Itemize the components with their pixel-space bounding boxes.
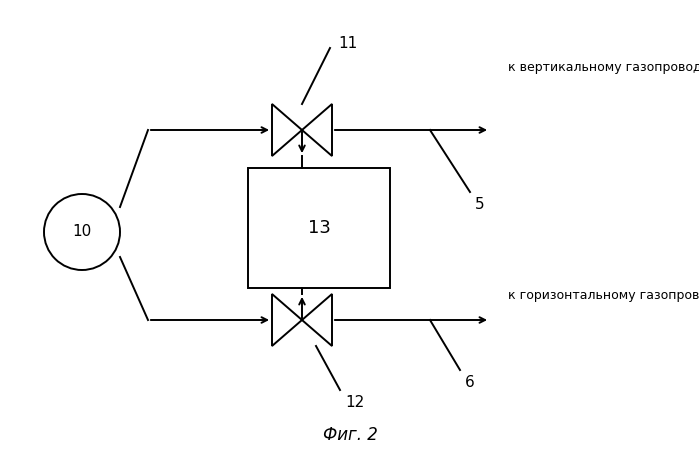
Text: 5: 5 xyxy=(475,197,484,212)
Text: к горизонтальному газопроводу: к горизонтальному газопроводу xyxy=(508,289,699,302)
Text: 11: 11 xyxy=(338,36,357,50)
Text: 10: 10 xyxy=(73,225,92,239)
Text: к вертикальному газопроводу: к вертикальному газопроводу xyxy=(508,62,699,75)
Bar xyxy=(248,168,390,288)
Text: Фиг. 2: Фиг. 2 xyxy=(322,426,377,444)
Text: 6: 6 xyxy=(465,375,475,390)
Text: 13: 13 xyxy=(308,219,331,237)
Text: 12: 12 xyxy=(345,395,364,410)
